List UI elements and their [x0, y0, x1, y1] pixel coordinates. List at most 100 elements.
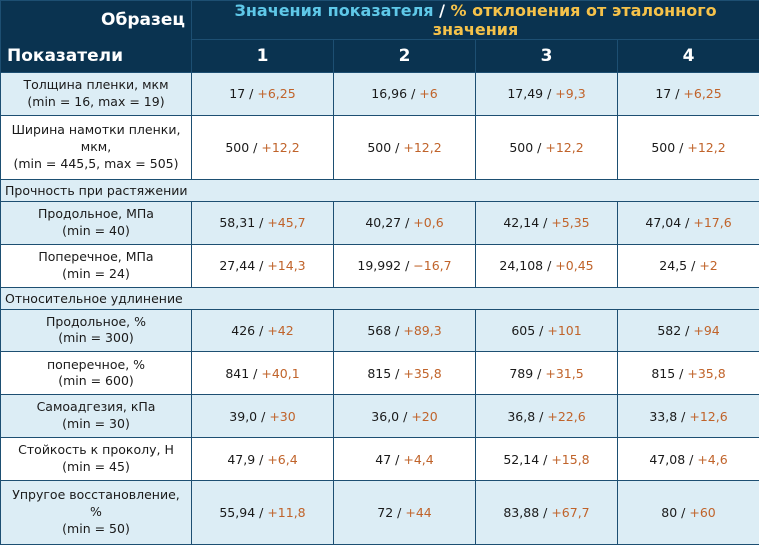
row-label-name: Продольное, % [46, 313, 146, 329]
value: 789 [509, 365, 534, 381]
table-body: Толщина пленки, мкм (min = 16, max = 19) 1… [0, 72, 759, 545]
value-cell: 789 / +31,5 [475, 351, 618, 396]
value-separator: / [685, 451, 698, 467]
table-row: Толщина пленки, мкм (min = 16, max = 19) 1… [0, 72, 759, 116]
deviation: −16,7 [413, 258, 452, 274]
row-label-limits: (min = 445,5, max = 505) [13, 155, 179, 171]
value-cell: 24,108 / +0,45 [475, 243, 618, 288]
value-cell: 500 / +12,2 [191, 114, 334, 180]
value-separator: / [245, 86, 258, 102]
deviation: +35,8 [403, 365, 442, 381]
value-separator: / [543, 258, 556, 274]
value-cell: 568 / +89,3 [333, 308, 476, 353]
value-separator: / [533, 365, 546, 381]
value: 17 [655, 86, 672, 102]
value: 52,14 [503, 451, 540, 467]
header-group-title: Значения показателя / % отклонения от эт… [190, 0, 759, 40]
deviation: +35,8 [687, 365, 726, 381]
value-cell: 36,8 / +22,6 [475, 394, 618, 439]
section-row: Относительное удлинение [0, 286, 759, 310]
deviation: +67,7 [551, 505, 590, 521]
value: 841 [225, 365, 250, 381]
value-cell: 24,5 / +2 [616, 243, 759, 288]
deviation: +30 [269, 408, 296, 424]
row-label-limits: (min = 45) [62, 459, 130, 475]
value-cell: 39,0 / +30 [191, 394, 334, 439]
value-cell: 33,8 / +12,6 [616, 394, 759, 439]
value-separator: / [535, 408, 548, 424]
value-separator: / [391, 322, 404, 338]
value: 17,49 [507, 86, 544, 102]
value-cell: 815 / +35,8 [616, 351, 759, 396]
value-cell: 500 / +12,2 [333, 114, 476, 180]
value-cell: 815 / +35,8 [333, 351, 476, 396]
value: 500 [651, 139, 676, 155]
deviation: +17,6 [693, 215, 732, 231]
value: 47,9 [227, 451, 256, 467]
deviation: +0,6 [413, 215, 444, 231]
deviation: +0,45 [555, 258, 594, 274]
value-separator: / [255, 322, 268, 338]
value-separator: / [401, 215, 414, 231]
value: 47,08 [649, 451, 686, 467]
value-separator: / [675, 139, 688, 155]
deviation: +60 [689, 505, 716, 521]
section-title: Относительное удлинение [0, 286, 759, 310]
value-separator: / [255, 258, 268, 274]
deviation: +31,5 [545, 365, 584, 381]
value: 17 [229, 86, 246, 102]
value: 47,04 [645, 215, 682, 231]
table-row: Продольное, % (min = 300) 426 / +42 568 / +… [0, 308, 759, 353]
deviation: +12,2 [403, 139, 442, 155]
value-cell: 83,88 / +67,7 [475, 480, 618, 545]
table-row: Стойкость к проколу, Н (min = 45) 47,9 / +… [0, 437, 759, 482]
value: 72 [377, 505, 394, 521]
value: 500 [367, 139, 392, 155]
value-cell: 500 / +12,2 [616, 114, 759, 180]
value-cell: 841 / +40,1 [191, 351, 334, 396]
value-separator: / [391, 365, 404, 381]
deviation: +12,2 [545, 139, 584, 155]
value-separator: / [539, 505, 552, 521]
deviation: +45,7 [267, 215, 306, 231]
value-cell: 17,49 / +9,3 [475, 72, 618, 116]
value: 80 [661, 505, 678, 521]
value-cell: 17 / +6,25 [616, 72, 759, 116]
value-cell: 605 / +101 [475, 308, 618, 353]
value-separator: / [671, 86, 684, 102]
value-cell: 47,08 / +4,6 [616, 437, 759, 482]
row-label: Поперечное, МПа (min = 24) [0, 243, 192, 288]
table-row: Ширина намотки пленки, мкм, (min = 445,5,… [0, 114, 759, 180]
value: 815 [367, 365, 392, 381]
value: 55,94 [219, 505, 256, 521]
row-label-limits: (min = 300) [58, 330, 134, 346]
row-label: Толщина пленки, мкм (min = 16, max = 19) [0, 72, 192, 116]
value: 40,27 [365, 215, 402, 231]
value: 83,88 [503, 505, 540, 521]
value-cell: 500 / +12,2 [475, 114, 618, 180]
deviation: +14,3 [267, 258, 306, 274]
row-label: Самоадгезия, кПа (min = 30) [0, 394, 192, 439]
row-label: Упругое восстановление, % (min = 50) [0, 480, 192, 545]
deviation: +44 [405, 505, 432, 521]
deviation: +12,6 [689, 408, 728, 424]
value: 24,5 [659, 258, 688, 274]
value: 568 [367, 322, 392, 338]
sample-header-4: 4 [616, 39, 759, 73]
value-separator: / [681, 215, 694, 231]
row-label: поперечное, % (min = 600) [0, 351, 192, 396]
value-cell: 19,992 / −16,7 [333, 243, 476, 288]
header-deviation-label: % отклонения от эталонного значения [432, 1, 717, 39]
row-label-name: Поперечное, МПа [38, 248, 154, 264]
value-cell: 426 / +42 [191, 308, 334, 353]
value-separator: / [687, 258, 700, 274]
row-label: Стойкость к проколу, Н (min = 45) [0, 437, 192, 482]
deviation: +40,1 [261, 365, 300, 381]
deviation: +9,3 [555, 86, 586, 102]
table-row: Самоадгезия, кПа (min = 30) 39,0 / +30 36,0… [0, 394, 759, 439]
value: 815 [651, 365, 676, 381]
header-sample-label: Образец [101, 10, 185, 30]
value-separator: / [681, 322, 694, 338]
value: 47 [375, 451, 392, 467]
row-label-limits: (min = 30) [62, 416, 130, 432]
